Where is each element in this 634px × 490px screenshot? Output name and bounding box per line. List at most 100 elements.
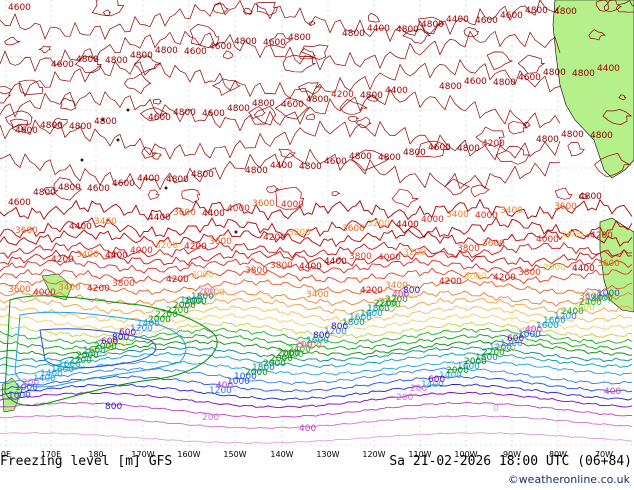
isoline-cell-4400 <box>275 186 305 210</box>
contour-label-lower: 2400 <box>590 294 613 304</box>
contour-label-lower: 1000 <box>227 377 250 387</box>
contour-label-lower: 200 <box>410 384 427 394</box>
contour-label-mid: 3200 <box>403 248 426 258</box>
contour-label-upper: 4800 <box>378 153 401 163</box>
contour-label-mid: 4200 <box>51 255 74 265</box>
valid-time: Sa 21-02-2026 18:00 UTC (06+84) <box>389 454 632 469</box>
contour-label-lower: 3400 <box>299 341 322 351</box>
contour-label-lower: 1600 <box>83 346 106 356</box>
longitude-tick: 170E <box>40 450 62 459</box>
longitude-tick: 110W <box>408 450 432 459</box>
contour-label-mid: 3600 <box>15 226 38 236</box>
contour-label-mid: 4200 <box>263 233 286 243</box>
isoline-cell-4800 <box>242 7 253 15</box>
isoline-cell-4600 <box>495 146 530 165</box>
contour-label-lower: 1200 <box>209 386 232 396</box>
contour-label-lower: 800 <box>313 331 330 341</box>
isoline-cell-4600 <box>9 118 29 133</box>
contour-label-upper: 4800 <box>403 148 426 158</box>
isoline-cell-4400 <box>147 189 160 200</box>
isoline-4400 <box>0 216 633 239</box>
contour-label-upper: 4600 <box>281 100 304 110</box>
contour-label-lower: 2200 <box>166 306 189 316</box>
isoline-2600 <box>0 321 633 339</box>
contour-label-mid: 3400 <box>385 281 408 291</box>
contour-label-mid: 3200 <box>367 219 390 229</box>
contour-label-mid: 3800 <box>349 252 372 262</box>
isoline-4200 <box>0 249 633 267</box>
contour-label-south: 200 <box>396 393 413 403</box>
contour-label-lower: 1600 <box>457 362 480 372</box>
contour-label-upper: 4600 <box>263 38 286 48</box>
isoline-cell-4800 <box>301 44 329 60</box>
contour-label-mid: 3400 <box>446 210 469 220</box>
contour-label-upper: 4800 <box>245 166 268 176</box>
isoline-4400 <box>0 228 633 248</box>
longitude-tick: 130W <box>316 450 340 459</box>
contour-label-mid: 4200 <box>439 277 462 287</box>
contour-label-mid: 3800 <box>245 266 268 276</box>
contour-label-mid: 3400 <box>58 283 81 293</box>
isoline-4200 <box>0 241 633 259</box>
isoline-cell-4800 <box>211 78 242 96</box>
longitude-tick: 100W <box>454 450 478 459</box>
contour-label-upper: 4600 <box>518 73 541 83</box>
contour-label-mid: 4000 <box>33 288 56 298</box>
contour-label-upper: 4400 <box>270 161 293 171</box>
longitude-axis: 0E 170E 180 170W 160W 150W 140W 130W 120W 110W 100… <box>0 450 634 460</box>
isoline-1000 <box>0 375 633 393</box>
isoline-2000 <box>0 339 633 357</box>
contour-label-lower: 2400 <box>579 298 602 308</box>
contour-label-lower: 1200 <box>554 312 577 322</box>
contour-label-upper: 4800 <box>105 56 128 66</box>
contour-label-mid: 3600 <box>579 292 602 302</box>
contour-label-mid: 4000 <box>281 200 304 210</box>
credit-link[interactable]: ©weatheronline.co.uk <box>507 473 630 486</box>
contour-label-upper: 4800 <box>58 183 81 193</box>
contour-label-lower: 1800 <box>191 292 214 302</box>
contour-label-lower: 2400 <box>378 300 401 310</box>
isoline-cell-4800 <box>91 0 125 17</box>
contour-label-lower: 1600 <box>360 309 383 319</box>
isoline-3800 <box>0 267 633 285</box>
isoline-cell-4800 <box>309 21 316 27</box>
contour-label-mid: 3400 <box>76 250 99 260</box>
isoline-4800 <box>0 30 561 73</box>
contour-label-lower: 200 <box>295 340 312 350</box>
contour-label-upper: 4800 <box>173 108 196 118</box>
isoline-cell-4800 <box>339 98 368 115</box>
isoline-cell-4800 <box>418 16 446 35</box>
contour-label-lower: 2200 <box>482 348 505 358</box>
contour-label-lower: 1800 <box>252 363 275 373</box>
longitude-tick: 140W <box>270 450 294 459</box>
contour-label-upper: 4800 <box>227 104 250 114</box>
island-marker <box>80 158 84 162</box>
contour-label-upper: 4600 <box>202 109 225 119</box>
contour-label-lower: 2200 <box>385 295 408 305</box>
isoline-800 <box>0 383 633 401</box>
isoline-cell-4800 <box>18 79 43 96</box>
south-america-north <box>552 0 634 179</box>
isoline-cell-4800 <box>602 109 633 125</box>
isoline-cell-4800 <box>588 29 606 41</box>
isoline-cell-4400 <box>53 177 83 201</box>
contour-label-upper: 4400 <box>597 64 620 74</box>
contour-label-mid: 4000 <box>378 253 401 263</box>
isoline-cell-4400 <box>181 188 201 203</box>
contour-label-lower: 600 <box>119 328 136 338</box>
contour-label-south: 800 <box>105 402 122 412</box>
contour-label-mid: 3200 <box>155 241 178 251</box>
contour-label-upper: 4800 <box>191 170 214 180</box>
contour-label-upper: 4800 <box>306 95 329 105</box>
isoline-cell-4600 <box>508 120 528 135</box>
contour-label-lower: 2200 <box>69 356 92 366</box>
isoline-cell-4600 <box>594 152 632 178</box>
contour-label-mid: 3600 <box>209 237 232 247</box>
contour-label-upper: 4800 <box>439 82 462 92</box>
contour-label-upper: 4800 <box>69 122 92 132</box>
contour-label-mid: 3600 <box>342 224 365 234</box>
isoline-cell-4400 <box>554 187 573 200</box>
isoline-cell-4800 <box>297 82 322 95</box>
isoline-cell-4800 <box>253 105 277 126</box>
lat-lon-grid <box>0 0 634 450</box>
